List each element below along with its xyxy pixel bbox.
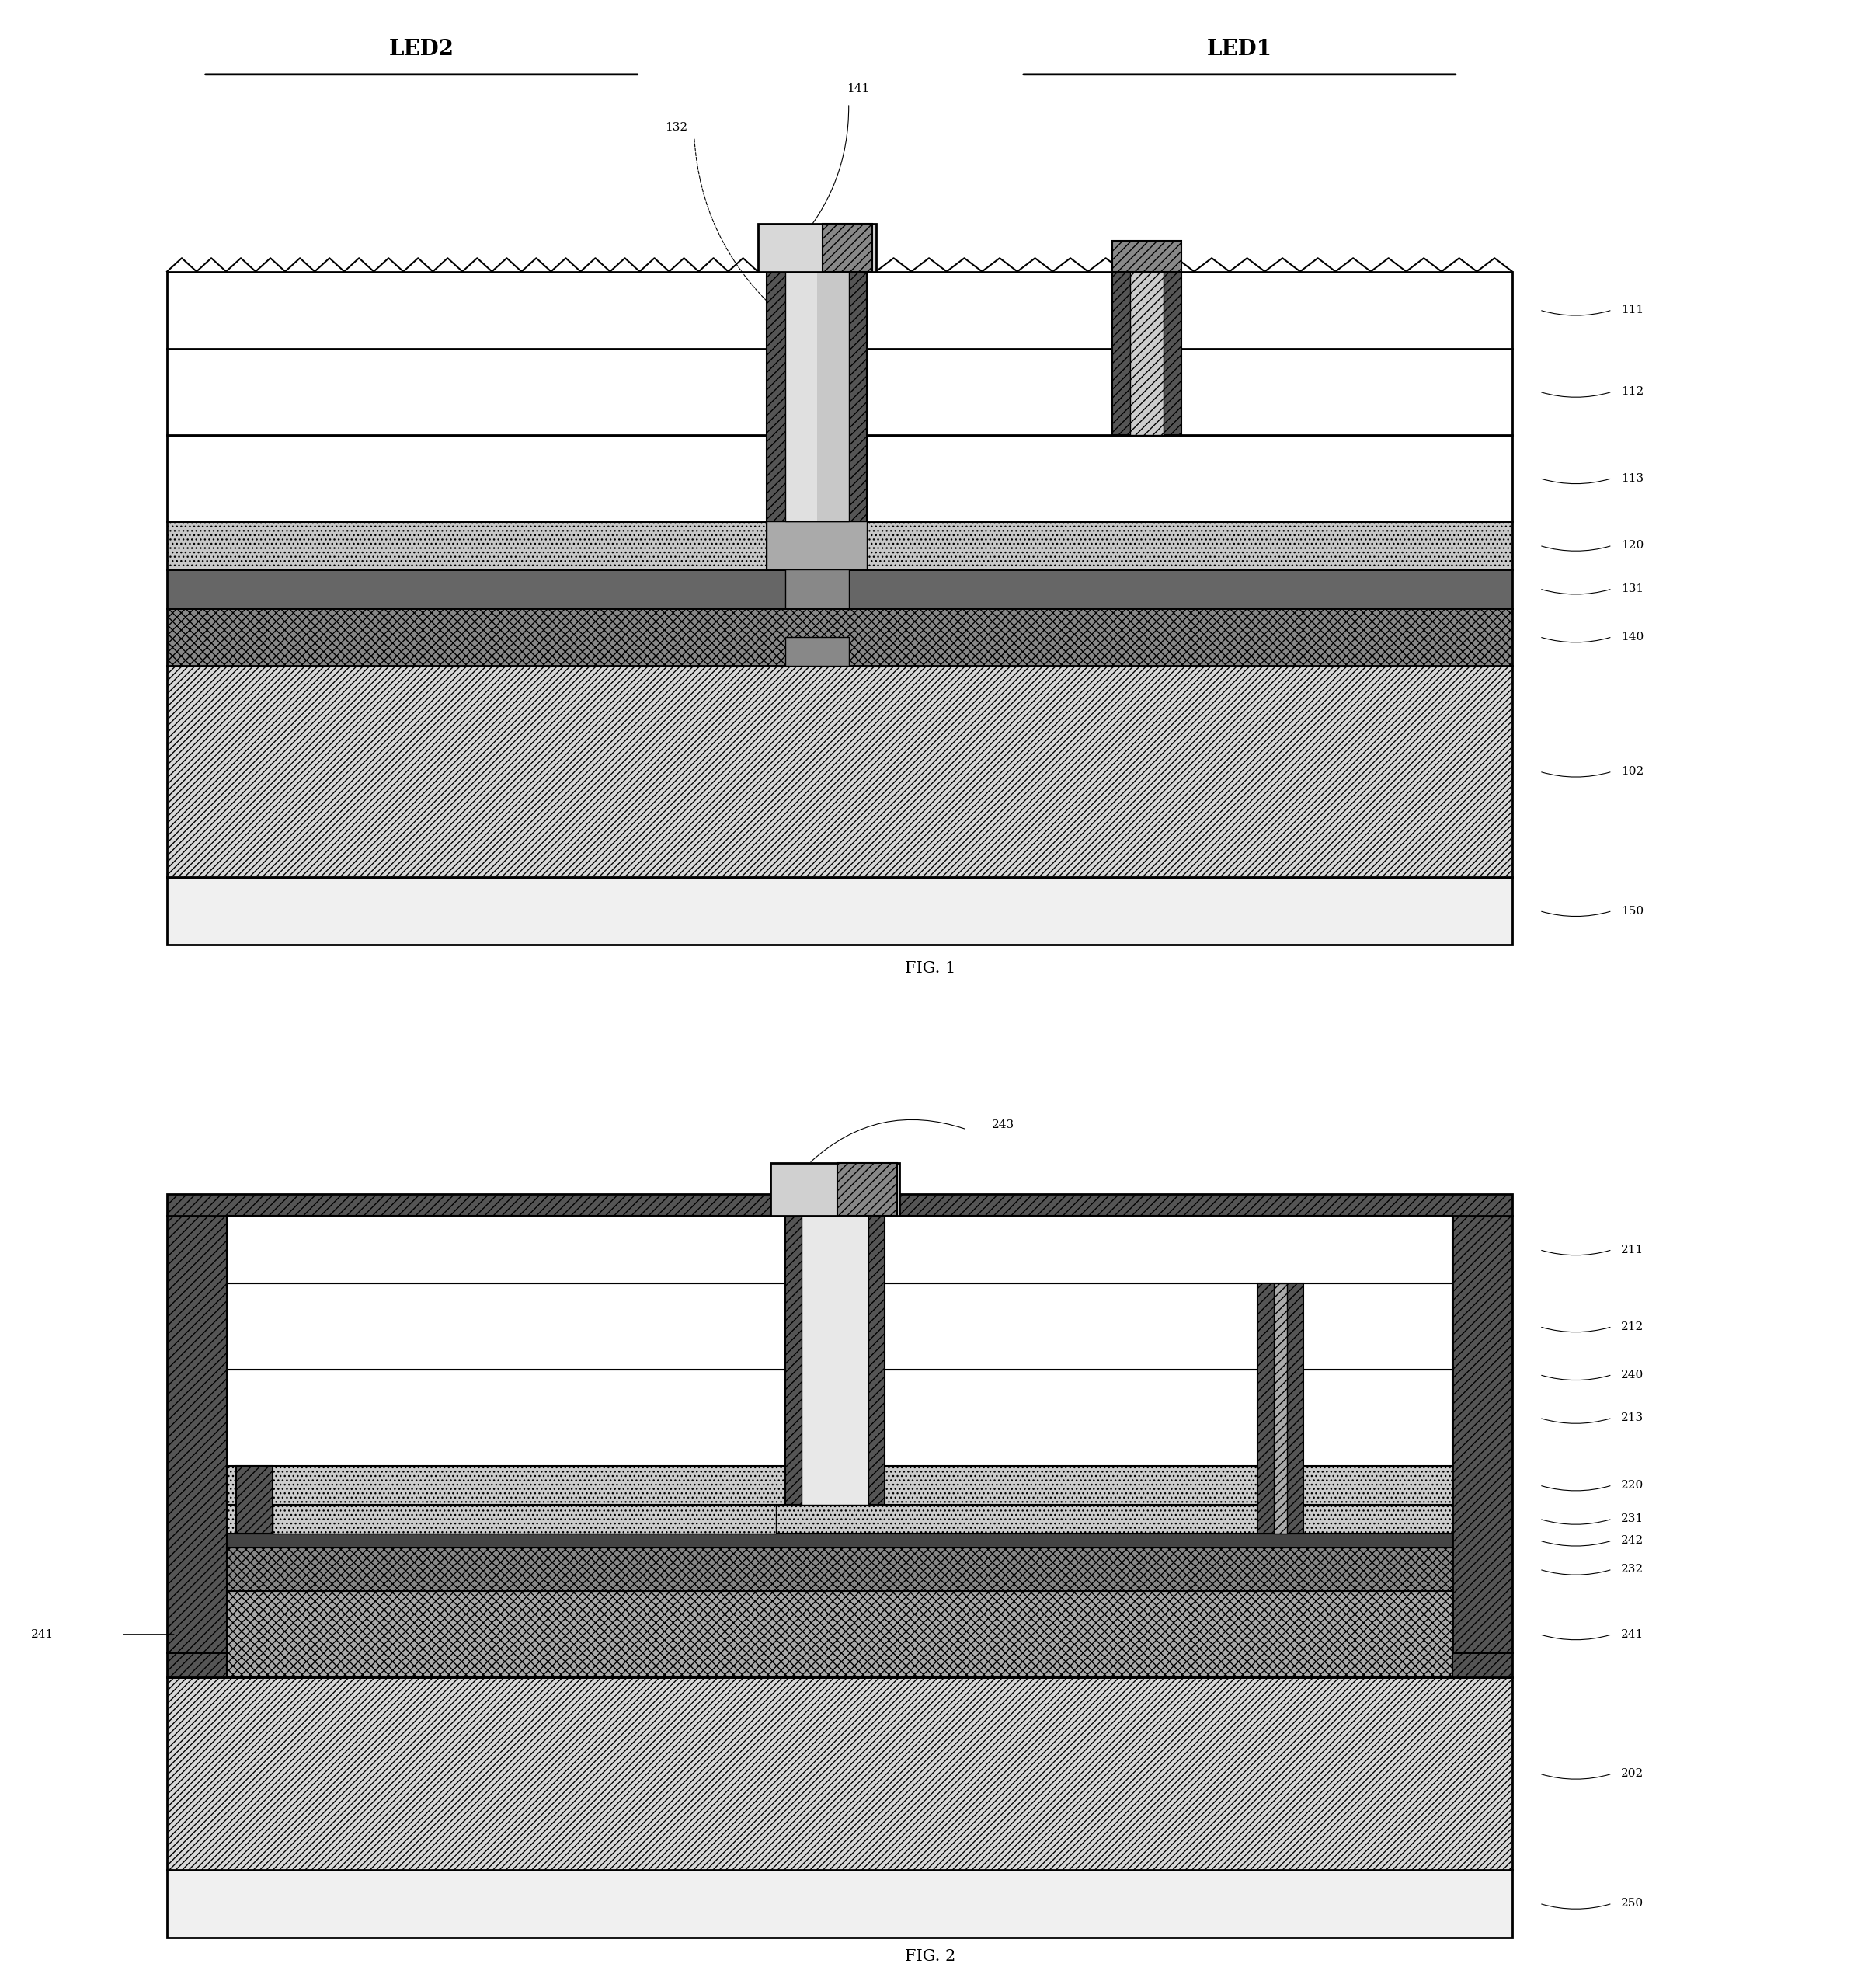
- Bar: [817, 272, 849, 521]
- Text: 211: 211: [1621, 1244, 1643, 1254]
- Text: 131: 131: [1621, 582, 1643, 594]
- Text: 250: 250: [1621, 1899, 1643, 1908]
- Bar: [1275, 1284, 1286, 1533]
- Bar: [167, 521, 1513, 571]
- Bar: [1258, 1284, 1303, 1533]
- Bar: [272, 1505, 776, 1533]
- Bar: [227, 1505, 1452, 1533]
- Text: FIG. 1: FIG. 1: [904, 960, 957, 976]
- Text: 120: 120: [1621, 541, 1643, 551]
- Bar: [802, 1217, 869, 1505]
- Bar: [167, 1871, 1513, 1936]
- Bar: [767, 521, 867, 571]
- Bar: [1113, 241, 1182, 272]
- Bar: [757, 223, 877, 272]
- Text: 150: 150: [1621, 905, 1643, 916]
- Text: 242: 242: [1621, 1535, 1643, 1547]
- Bar: [227, 1549, 1452, 1590]
- Text: 240: 240: [1621, 1370, 1643, 1380]
- Bar: [767, 272, 867, 571]
- Text: 111: 111: [1621, 304, 1643, 316]
- Bar: [167, 435, 1513, 521]
- Bar: [167, 1652, 1513, 1678]
- Bar: [227, 1590, 1452, 1678]
- Text: LED2: LED2: [389, 40, 454, 60]
- Bar: [167, 1195, 1513, 1217]
- Text: 213: 213: [1621, 1413, 1643, 1423]
- Bar: [770, 1163, 899, 1217]
- Bar: [167, 571, 1513, 608]
- Bar: [785, 272, 817, 521]
- Bar: [167, 1217, 227, 1652]
- Bar: [785, 272, 849, 521]
- Text: 243: 243: [992, 1119, 1014, 1131]
- Bar: [227, 1465, 1452, 1505]
- Bar: [167, 608, 1513, 666]
- Text: 232: 232: [1621, 1565, 1643, 1574]
- Bar: [167, 1678, 1513, 1871]
- Bar: [785, 636, 849, 666]
- Text: 202: 202: [1621, 1767, 1643, 1779]
- Bar: [837, 1163, 897, 1217]
- Text: 241: 241: [1621, 1628, 1643, 1640]
- Bar: [227, 1284, 1452, 1370]
- Bar: [823, 223, 873, 272]
- Text: 132: 132: [664, 121, 687, 133]
- Text: 231: 231: [1621, 1513, 1643, 1525]
- Bar: [167, 877, 1513, 944]
- Bar: [785, 571, 849, 608]
- Text: 140: 140: [1621, 632, 1643, 642]
- Bar: [227, 1217, 1452, 1284]
- Text: 220: 220: [1621, 1479, 1643, 1491]
- Bar: [1130, 272, 1163, 435]
- Bar: [785, 1217, 886, 1505]
- Text: 241: 241: [30, 1628, 54, 1640]
- Bar: [167, 348, 1513, 435]
- Bar: [227, 1533, 1452, 1549]
- Text: 212: 212: [1621, 1322, 1643, 1332]
- Text: 113: 113: [1621, 473, 1643, 483]
- Text: 141: 141: [847, 83, 869, 93]
- Text: 102: 102: [1621, 765, 1643, 777]
- Bar: [167, 272, 1513, 348]
- Bar: [236, 1465, 272, 1533]
- Bar: [227, 1370, 1452, 1465]
- Bar: [1113, 272, 1182, 435]
- Bar: [1452, 1217, 1513, 1652]
- Text: LED1: LED1: [1208, 40, 1273, 60]
- Text: FIG. 2: FIG. 2: [904, 1948, 957, 1964]
- Bar: [167, 666, 1513, 877]
- Text: 112: 112: [1621, 386, 1643, 398]
